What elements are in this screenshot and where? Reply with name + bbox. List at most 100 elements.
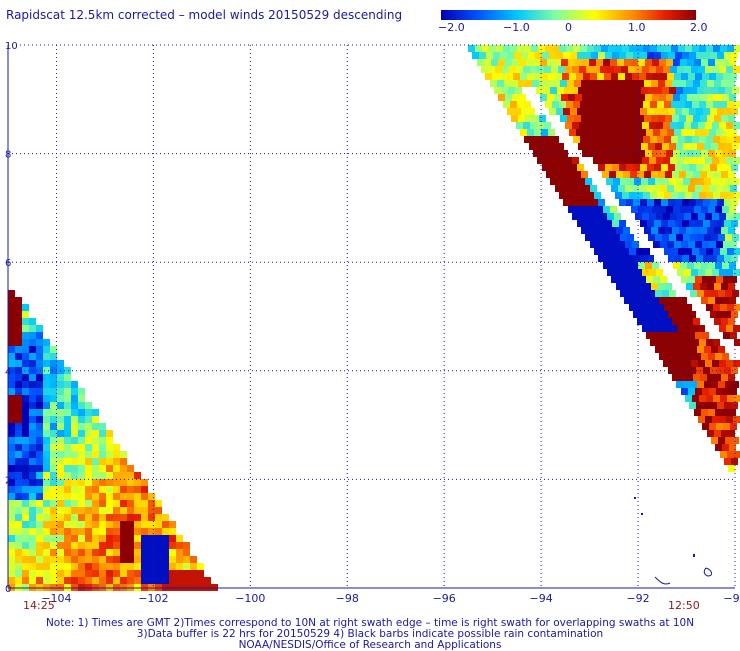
heatmap-cell — [78, 528, 85, 535]
heatmap-cell — [682, 255, 689, 262]
heatmap-cell — [36, 493, 43, 500]
heatmap-cell — [8, 311, 15, 318]
heatmap-cell — [604, 241, 611, 248]
heatmap-cell — [106, 570, 113, 577]
heatmap-cell — [711, 178, 718, 185]
heatmap-cell — [684, 325, 691, 332]
heatmap-cell — [633, 199, 640, 206]
heatmap-cell — [141, 486, 148, 493]
heatmap-cell — [727, 101, 734, 108]
heatmap-cell — [633, 164, 640, 171]
heatmap-cell — [728, 318, 735, 325]
heatmap-cell — [654, 52, 661, 59]
heatmap-cell — [8, 500, 15, 507]
heatmap-cell — [712, 416, 719, 423]
heatmap-cell — [8, 318, 15, 325]
heatmap-cell — [29, 514, 36, 521]
heatmap-cell — [99, 563, 106, 570]
heatmap-cell — [691, 325, 698, 332]
heatmap-cell — [513, 73, 520, 80]
heatmap-cell — [92, 409, 99, 416]
heatmap-cell — [570, 108, 577, 115]
heatmap-cell — [695, 332, 702, 339]
heatmap-cell — [689, 402, 696, 409]
heatmap-cell — [723, 185, 730, 192]
heatmap-cell — [544, 66, 551, 73]
heatmap-cell — [703, 367, 710, 374]
heatmap-cell — [694, 262, 701, 269]
heatmap-cell — [707, 283, 714, 290]
heatmap-cell — [57, 549, 64, 556]
heatmap-cell — [614, 122, 621, 129]
heatmap-cell — [524, 136, 531, 143]
heatmap-cell — [660, 276, 667, 283]
heatmap-cell — [64, 479, 71, 486]
heatmap-cell — [155, 549, 162, 556]
heatmap-cell — [651, 115, 658, 122]
heatmap-cell — [575, 206, 582, 213]
heatmap-cell — [556, 108, 563, 115]
heatmap-cell — [702, 241, 709, 248]
heatmap-cell — [606, 143, 613, 150]
heatmap-cell — [590, 185, 597, 192]
heatmap-cell — [615, 101, 622, 108]
heatmap-cell — [57, 472, 64, 479]
heatmap-cell — [573, 45, 580, 52]
coast-segment — [703, 567, 713, 577]
heatmap-cell — [22, 367, 29, 374]
heatmap-cell — [628, 122, 635, 129]
heatmap-cell — [99, 521, 106, 528]
heatmap-cell — [671, 248, 678, 255]
heatmap-cell — [641, 143, 648, 150]
heatmap-cell — [676, 234, 683, 241]
heatmap-cell — [734, 248, 740, 255]
heatmap-cell — [624, 59, 631, 66]
heatmap-cell — [624, 262, 631, 269]
heatmap-cell — [524, 45, 531, 52]
heatmap-cell — [29, 395, 36, 402]
heatmap-cell — [623, 283, 630, 290]
heatmap-cell — [647, 164, 654, 171]
heatmap-cell — [519, 59, 526, 66]
heatmap-cell — [632, 129, 639, 136]
heatmap-cell — [176, 563, 183, 570]
heatmap-cell — [616, 115, 623, 122]
heatmap-cell — [729, 444, 736, 451]
heatmap-cell — [674, 185, 681, 192]
heatmap-cell — [731, 367, 738, 374]
heatmap-cell — [703, 164, 710, 171]
heatmap-cell — [713, 248, 720, 255]
heatmap-cell — [64, 416, 71, 423]
heatmap-cell — [113, 542, 120, 549]
heatmap-cell — [8, 542, 15, 549]
heatmap-cell — [696, 367, 703, 374]
heatmap-cell — [162, 528, 169, 535]
heatmap-cell — [8, 360, 15, 367]
heatmap-cell — [85, 437, 92, 444]
heatmap-cell — [50, 465, 57, 472]
heatmap-cell — [732, 143, 739, 150]
heatmap-cell — [538, 136, 545, 143]
heatmap-cell — [520, 73, 527, 80]
heatmap-cell — [620, 234, 627, 241]
heatmap-cell — [676, 381, 683, 388]
heatmap-cell — [595, 80, 602, 87]
heatmap-cell — [637, 115, 644, 122]
heatmap-cell — [649, 122, 656, 129]
heatmap-cell — [120, 493, 127, 500]
heatmap-cell — [57, 521, 64, 528]
heatmap-cell — [148, 493, 155, 500]
heatmap-cell — [106, 465, 113, 472]
heatmap-cell — [612, 220, 619, 227]
heatmap-cell — [725, 290, 732, 297]
heatmap-cell — [500, 52, 507, 59]
heatmap-cell — [57, 479, 64, 486]
heatmap-cell — [677, 269, 684, 276]
heatmap-cell — [43, 542, 50, 549]
heatmap-cell — [99, 493, 106, 500]
heatmap-cell — [29, 325, 36, 332]
heatmap-cell — [8, 521, 15, 528]
heatmap-cell — [711, 290, 718, 297]
heatmap-cell — [78, 556, 85, 563]
heatmap-cell — [148, 577, 155, 584]
